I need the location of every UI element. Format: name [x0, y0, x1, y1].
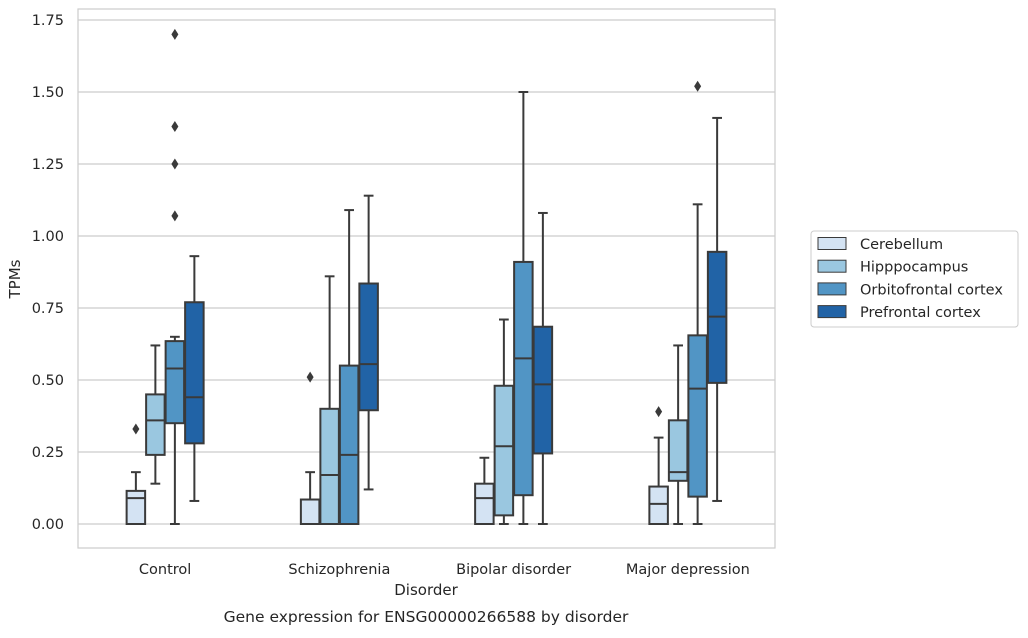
legend: Cerebellum Hipppocampus Orbitofrontal cort… [810, 230, 1019, 328]
outlier-point [171, 28, 179, 40]
y-tick-labels: 0.00 0.25 0.50 0.75 1.00 1.25 1.50 1.75 [32, 13, 64, 533]
legend-label: Prefrontal cortex [860, 305, 981, 321]
box-iqr [125, 489, 147, 526]
outlier-point [171, 158, 179, 170]
category-group [474, 91, 554, 525]
box-hipppocampus [667, 344, 689, 525]
legend-entry: Prefrontal cortex [817, 305, 981, 321]
box-cerebellum [474, 456, 495, 525]
legend-entry: Hipppocampus [817, 259, 968, 276]
legend-frame [810, 230, 1019, 328]
box-prefrontal-cortex [358, 194, 379, 491]
box-prefrontal-cortex [532, 211, 554, 525]
box-groups [125, 28, 728, 526]
legend-swatch [817, 259, 847, 273]
box-orbitofrontal-cortex [164, 28, 186, 525]
box-iqr [474, 482, 495, 525]
y-axis-label: TPMs [6, 259, 24, 299]
x-tick-label: Bipolar disorder [456, 562, 571, 578]
box-cerebellum [125, 423, 147, 526]
box-iqr [648, 485, 669, 525]
outlier-point [132, 423, 140, 435]
legend-label: Hipppocampus [860, 260, 968, 276]
legend-label: Orbitofrontal cortex [860, 282, 1003, 298]
box-iqr [299, 498, 321, 525]
category-group [125, 28, 205, 526]
box-orbitofrontal-cortex [513, 91, 534, 525]
outlier-point [171, 121, 179, 133]
y-tick-label: 0.75 [32, 301, 64, 317]
outlier-point [171, 210, 179, 222]
box-cerebellum [299, 371, 321, 525]
box-iqr [338, 364, 360, 525]
legend-swatch [817, 305, 847, 319]
x-tick-label: Major depression [626, 562, 750, 578]
box-orbitofrontal-cortex [338, 209, 360, 525]
y-tick-label: 0.25 [32, 445, 64, 461]
legend-entry: Orbitofrontal cortex [817, 282, 1003, 298]
box-iqr [358, 282, 379, 412]
x-tick-labels: Control Schizophrenia Bipolar disorder Majo… [139, 562, 750, 578]
box-iqr [493, 384, 515, 517]
box-iqr [184, 301, 205, 445]
box-hipppocampus [319, 275, 340, 525]
y-tick-label: 1.25 [32, 157, 64, 173]
y-tick-label: 1.00 [32, 229, 64, 245]
box-prefrontal-cortex [706, 116, 728, 502]
box-iqr [513, 260, 534, 497]
y-tick-label: 0.00 [32, 517, 64, 533]
legend-swatch [817, 282, 847, 296]
category-group [648, 80, 728, 525]
legend-swatch [817, 237, 847, 250]
box-hipppocampus [493, 318, 515, 525]
x-tick-label: Control [139, 562, 191, 578]
plot-frame [77, 8, 776, 549]
box-prefrontal-cortex [184, 255, 205, 502]
box-orbitofrontal-cortex [687, 80, 708, 525]
x-axis-label: Disorder [394, 581, 458, 599]
legend-label: Cerebellum [860, 237, 943, 253]
y-tick-label: 0.50 [32, 373, 64, 389]
box-iqr [145, 393, 166, 456]
box-iqr [164, 340, 186, 425]
x-tick-label: Schizophrenia [288, 562, 390, 578]
outlier-point [655, 406, 663, 418]
box-iqr [319, 407, 340, 525]
legend-entry: Cerebellum [817, 237, 943, 253]
box-cerebellum [648, 406, 669, 525]
chart-title: Gene expression for ENSG00000266588 by d… [224, 608, 629, 626]
y-tick-label: 1.50 [32, 85, 64, 101]
box-hipppocampus [145, 344, 166, 485]
box-iqr [687, 334, 708, 498]
outlier-point [694, 80, 702, 92]
box-iqr [532, 325, 554, 455]
outlier-point [306, 371, 314, 383]
category-group [299, 194, 379, 525]
y-tick-label: 1.75 [32, 13, 64, 29]
